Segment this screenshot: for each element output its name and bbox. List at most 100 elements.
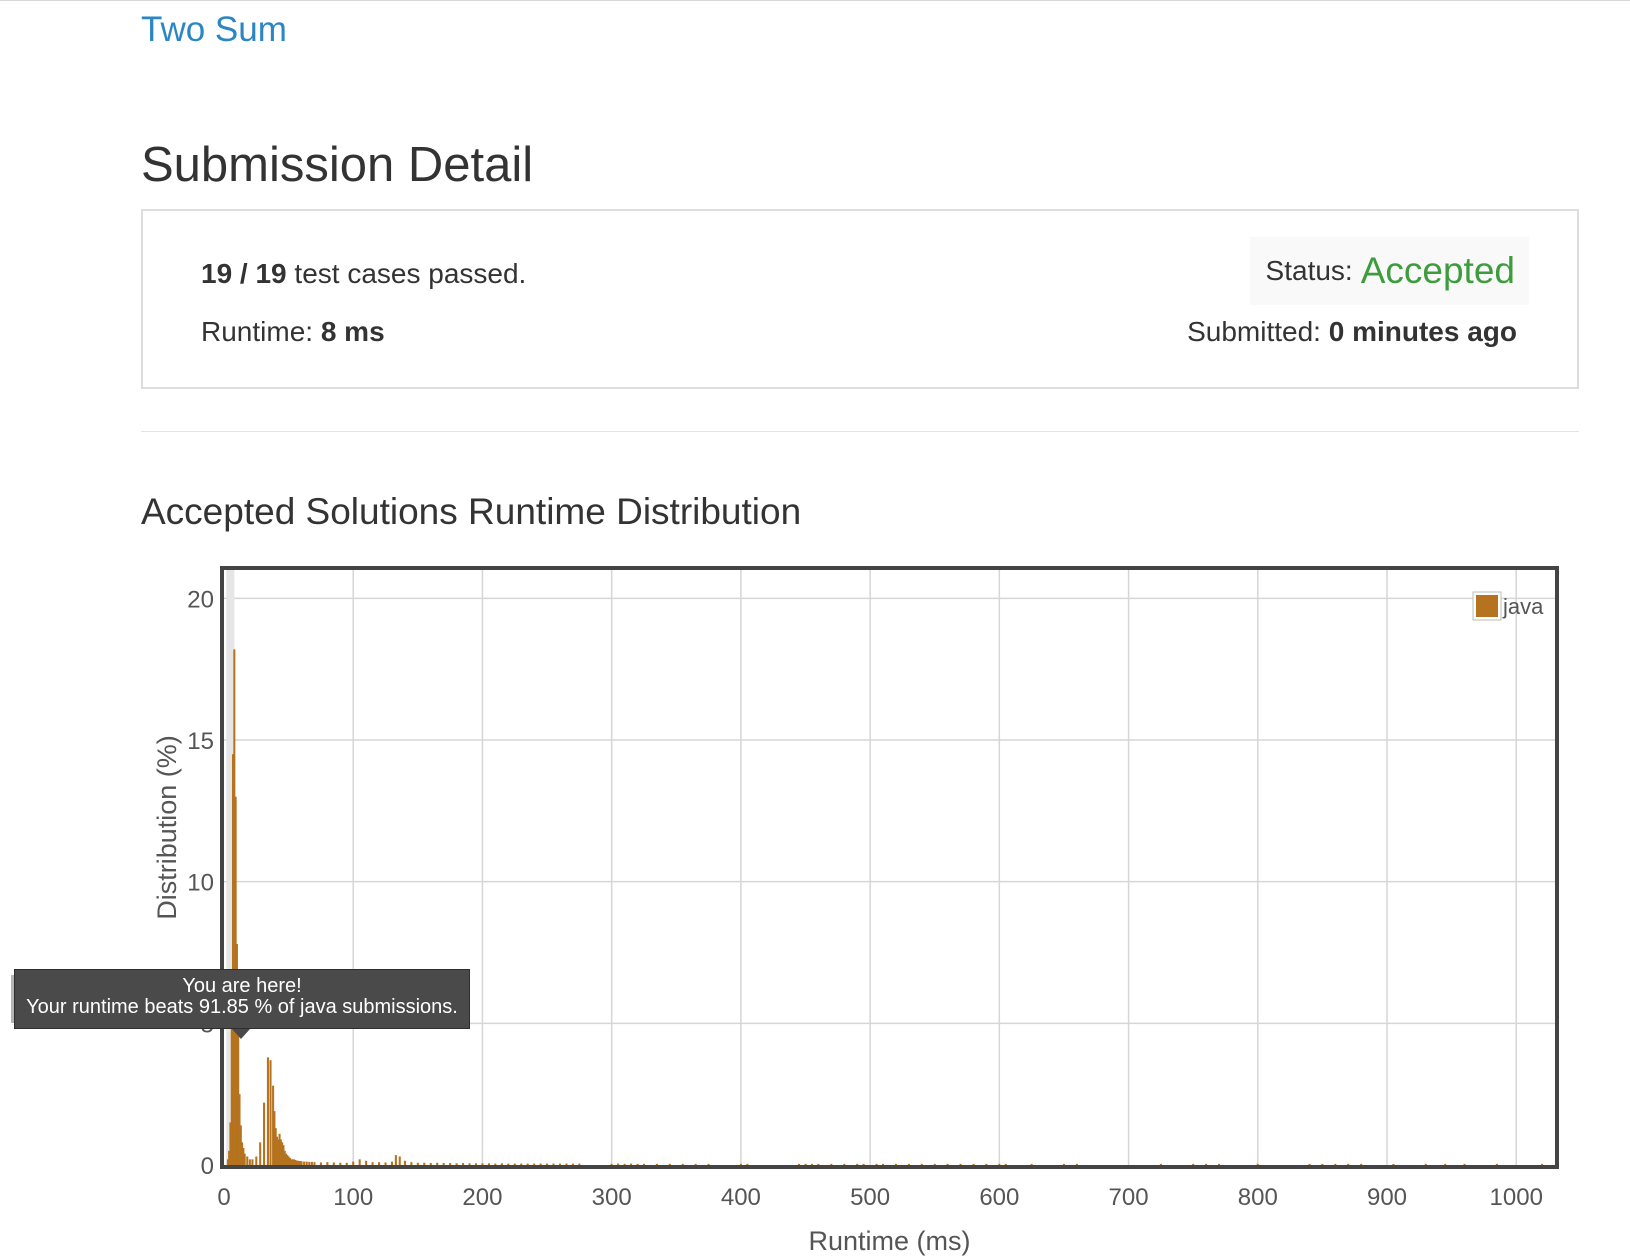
top-divider bbox=[0, 0, 1630, 1]
chart-bar bbox=[436, 1162, 439, 1165]
chart-bar bbox=[578, 1163, 581, 1166]
chart-bar bbox=[862, 1163, 865, 1166]
legend-swatch bbox=[1476, 595, 1498, 617]
chart-bar bbox=[403, 1160, 406, 1165]
legend-label: java bbox=[1502, 594, 1544, 619]
chart-bar bbox=[398, 1156, 401, 1165]
x-tick-label: 100 bbox=[333, 1184, 373, 1211]
submission-detail-card: 19 / 19 test cases passed. Runtime: 8 ms… bbox=[141, 209, 1579, 389]
chart-bar bbox=[281, 1142, 284, 1165]
chart-bar bbox=[297, 1161, 300, 1165]
chart-bar bbox=[617, 1163, 620, 1166]
status-label: Status: bbox=[1265, 255, 1353, 286]
chart-bar bbox=[681, 1163, 684, 1166]
chart-bar bbox=[242, 1148, 245, 1165]
chart-bar bbox=[226, 1159, 229, 1165]
chart-grid bbox=[224, 570, 1555, 1165]
chart-bar bbox=[358, 1159, 361, 1165]
current-runtime-band bbox=[226, 570, 235, 1165]
chart-bar bbox=[1444, 1163, 1447, 1166]
chart-bar bbox=[237, 1029, 240, 1165]
x-tick-label: 700 bbox=[1109, 1184, 1149, 1211]
plot-frame bbox=[220, 566, 1559, 1169]
chart-bar bbox=[668, 1163, 671, 1166]
chart-bar bbox=[539, 1163, 542, 1166]
chart-bar bbox=[384, 1162, 387, 1165]
chart-bar bbox=[292, 1159, 295, 1165]
chart-bar bbox=[959, 1163, 962, 1166]
chart-bar bbox=[1541, 1163, 1544, 1166]
y-tick-label: 0 bbox=[201, 1153, 214, 1180]
chart-bar bbox=[882, 1163, 885, 1166]
chart-bar bbox=[313, 1162, 316, 1165]
chart-bars bbox=[226, 649, 1544, 1166]
submitted-label: Submitted: bbox=[1187, 316, 1321, 347]
chart-bar bbox=[507, 1163, 510, 1166]
chart-bar bbox=[739, 1163, 742, 1166]
tests-passed-count: 19 / 19 bbox=[201, 258, 287, 289]
chart-bar bbox=[468, 1163, 471, 1165]
x-tick-label: 800 bbox=[1238, 1184, 1278, 1211]
x-tick-labels: 0 100 200 300 400 500 600 700 800 900 1000 bbox=[217, 1184, 1543, 1211]
chart-bar bbox=[804, 1163, 807, 1166]
page-title: Submission Detail bbox=[141, 138, 534, 192]
chart-bar bbox=[239, 1125, 242, 1165]
chart-bar bbox=[520, 1163, 523, 1166]
chart-bar bbox=[255, 1156, 258, 1165]
submitted-line: Submitted: 0 minutes ago bbox=[1187, 315, 1517, 349]
chart-bar bbox=[642, 1163, 646, 1166]
chart-bar bbox=[238, 1094, 241, 1165]
chart-bar bbox=[985, 1163, 988, 1166]
chart-bar bbox=[526, 1163, 529, 1166]
chart-bar bbox=[410, 1162, 413, 1165]
chart-bar bbox=[390, 1161, 394, 1165]
chart-bar bbox=[552, 1163, 555, 1166]
chart-bar bbox=[339, 1162, 342, 1165]
chart-bar bbox=[230, 995, 233, 1165]
chart-bar bbox=[1424, 1163, 1427, 1166]
chart-legend: java bbox=[1472, 591, 1544, 621]
problem-title-link[interactable]: Two Sum bbox=[141, 10, 287, 49]
chart-bar bbox=[998, 1163, 1001, 1166]
chart-bar bbox=[1495, 1163, 1498, 1166]
section-title: Accepted Solutions Runtime Distribution bbox=[141, 491, 802, 532]
chart-bar bbox=[920, 1163, 923, 1166]
y-tick-label: 10 bbox=[187, 870, 214, 897]
runtime-line: Runtime: 8 ms bbox=[201, 315, 385, 349]
x-tick-label: 400 bbox=[721, 1184, 761, 1211]
chart-bar bbox=[1334, 1163, 1337, 1166]
chart-bar bbox=[299, 1161, 302, 1165]
chart-bar bbox=[345, 1162, 348, 1165]
chart-bar bbox=[235, 944, 238, 1165]
y-tick-labels: 05101520 bbox=[187, 586, 214, 1180]
chart-bar bbox=[279, 1139, 282, 1165]
chart-bar bbox=[263, 1102, 266, 1165]
chart-bar bbox=[429, 1163, 432, 1165]
status-badge: Status: Accepted bbox=[1249, 237, 1529, 305]
y-tick-label: 20 bbox=[187, 586, 214, 613]
chart-bar bbox=[423, 1162, 426, 1165]
chart-bar bbox=[694, 1163, 697, 1166]
chart-bar bbox=[623, 1163, 626, 1166]
chart-bar bbox=[378, 1162, 381, 1165]
chart-bar bbox=[273, 1111, 276, 1165]
chart-bar bbox=[243, 1153, 246, 1165]
chart-bar bbox=[449, 1163, 452, 1165]
chart-bar bbox=[1463, 1163, 1466, 1166]
chart-bar bbox=[1256, 1163, 1259, 1166]
chart-bar bbox=[1062, 1163, 1065, 1166]
chart-bar bbox=[746, 1163, 749, 1166]
chart-bar bbox=[233, 649, 236, 1165]
chart-bar bbox=[229, 1122, 232, 1165]
chart-bar bbox=[907, 1163, 910, 1166]
x-tick-label: 1000 bbox=[1490, 1184, 1543, 1211]
chart-bar bbox=[286, 1155, 289, 1165]
chart-bar bbox=[1217, 1163, 1221, 1166]
chart-bar bbox=[241, 1142, 244, 1165]
chart-bar bbox=[707, 1163, 710, 1166]
chart-bar bbox=[875, 1163, 878, 1166]
x-tick-label: 0 bbox=[217, 1184, 230, 1211]
chart-bar bbox=[1030, 1163, 1033, 1166]
chart-bar bbox=[246, 1156, 249, 1165]
chart-bar bbox=[565, 1163, 568, 1166]
